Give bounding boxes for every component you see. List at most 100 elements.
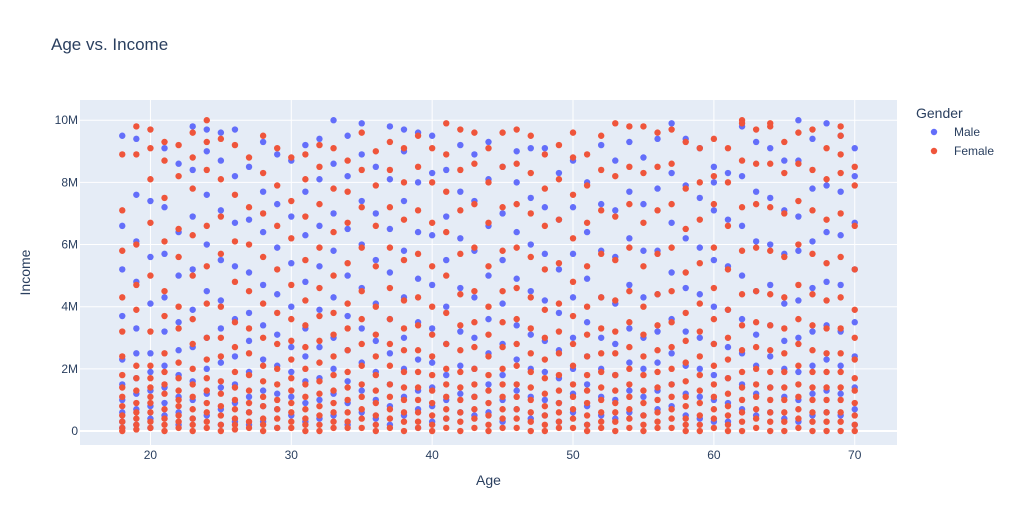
female-data-point	[654, 418, 661, 425]
female-data-point	[583, 387, 591, 394]
male-data-point	[217, 297, 225, 304]
female-data-point	[203, 374, 210, 382]
male-data-point	[626, 325, 633, 332]
female-data-point	[288, 235, 295, 242]
female-data-point	[555, 409, 563, 416]
female-data-point	[161, 427, 168, 435]
female-data-point	[485, 371, 492, 379]
female-data-point	[569, 312, 577, 320]
male-data-point	[724, 216, 732, 223]
male-data-point	[541, 144, 549, 152]
female-data-point	[569, 424, 577, 432]
female-data-point	[569, 154, 577, 161]
male-data-point	[583, 319, 591, 326]
female-data-point	[175, 424, 182, 432]
male-data-point	[400, 126, 408, 133]
male-data-point	[217, 207, 225, 214]
female-data-point	[259, 169, 267, 177]
male-data-point	[330, 160, 337, 167]
y-tick-label: 10M	[55, 113, 78, 127]
male-data-point	[344, 312, 351, 320]
male-data-point	[161, 250, 168, 258]
female-data-point	[781, 253, 788, 261]
male-data-point	[259, 281, 267, 289]
female-data-point	[738, 409, 746, 416]
female-data-point	[175, 412, 182, 419]
female-data-point	[612, 371, 619, 379]
female-data-point	[147, 272, 154, 279]
female-data-point	[837, 427, 844, 435]
female-data-point	[597, 409, 605, 416]
female-data-point	[499, 424, 506, 432]
male-data-point	[245, 309, 253, 317]
female-data-point	[471, 129, 478, 136]
female-data-point	[795, 406, 802, 413]
female-data-point	[837, 384, 844, 391]
female-data-point	[302, 343, 309, 351]
female-data-point	[119, 418, 126, 425]
female-data-point	[428, 144, 436, 152]
female-data-point	[851, 266, 858, 273]
female-data-point	[288, 409, 295, 416]
male-data-point	[851, 144, 858, 152]
female-data-point	[302, 297, 309, 304]
female-data-point	[175, 141, 182, 149]
female-data-point	[654, 163, 661, 171]
female-data-point	[400, 325, 408, 332]
male-data-point	[330, 117, 337, 124]
female-data-point	[330, 418, 337, 425]
female-data-point	[626, 381, 633, 388]
male-data-point	[414, 179, 422, 186]
male-data-point	[302, 353, 309, 360]
male-data-point	[513, 387, 520, 394]
female-data-point	[851, 306, 858, 313]
male-data-point	[851, 319, 858, 326]
male-data-point	[189, 213, 196, 220]
male-data-point	[555, 309, 563, 317]
female-data-point	[344, 157, 351, 164]
x-axis-ticks: 20 30 40 50 60 70	[144, 448, 862, 462]
female-data-point	[302, 213, 309, 220]
female-data-point	[555, 424, 563, 432]
female-data-point	[231, 343, 239, 351]
female-data-point	[400, 384, 408, 391]
female-data-point	[274, 222, 281, 230]
female-data-point	[499, 365, 506, 373]
male-data-point	[696, 393, 703, 401]
male-data-point	[471, 151, 478, 158]
female-data-point	[668, 424, 675, 432]
male-data-point	[288, 393, 295, 401]
female-data-point	[288, 281, 295, 289]
female-data-point	[541, 185, 549, 192]
male-data-point	[316, 343, 323, 351]
female-data-point	[767, 368, 774, 376]
female-data-point	[400, 179, 408, 186]
male-data-point	[710, 256, 718, 264]
legend-label: Female	[954, 144, 994, 158]
female-data-point	[443, 340, 450, 348]
female-data-point	[795, 424, 802, 432]
female-data-point	[189, 232, 196, 239]
male-data-point	[485, 272, 492, 279]
male-data-point	[344, 225, 351, 233]
male-data-point	[302, 188, 309, 195]
male-data-point	[245, 216, 253, 223]
female-data-point	[133, 426, 140, 433]
female-data-point	[668, 343, 675, 351]
female-data-point	[485, 421, 492, 428]
female-data-point	[541, 402, 549, 410]
male-data-point	[428, 359, 436, 366]
male-data-point	[781, 300, 788, 307]
female-data-point	[583, 303, 591, 310]
female-data-point	[330, 144, 337, 152]
female-data-point	[626, 319, 633, 326]
male-data-point	[217, 384, 225, 391]
female-data-point	[485, 353, 492, 360]
male-data-point	[457, 188, 464, 195]
female-data-point	[358, 244, 365, 251]
male-data-point	[837, 281, 844, 289]
female-data-point	[738, 157, 746, 164]
female-data-point	[795, 241, 802, 248]
female-data-point	[259, 132, 267, 139]
male-data-point	[443, 371, 450, 379]
